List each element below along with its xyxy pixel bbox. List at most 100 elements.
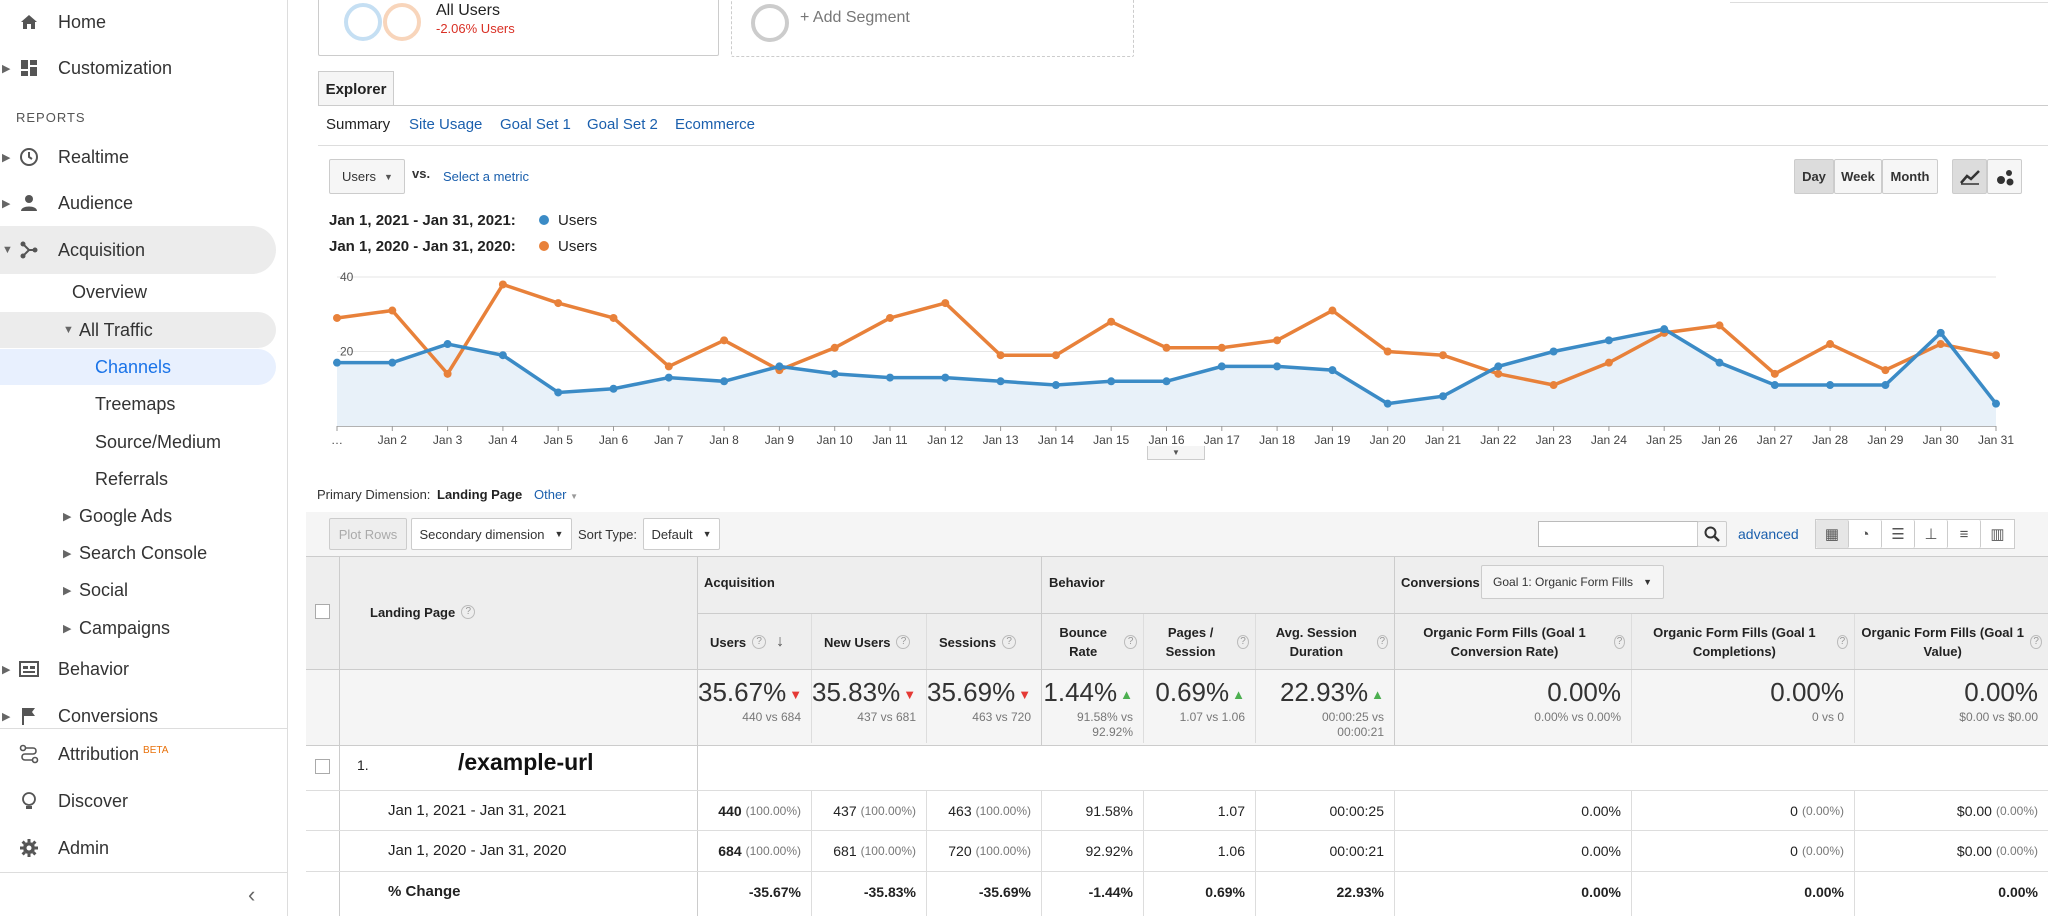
nav-overview[interactable]: Overview [0, 280, 288, 304]
subtab-goal-set-2[interactable]: Goal Set 2 [587, 116, 658, 133]
data-point-2020 [1881, 366, 1890, 375]
collapse-sidebar-icon[interactable]: ‹ [248, 882, 256, 907]
table-search-button[interactable] [1697, 521, 1727, 547]
view-term-cloud-button[interactable]: ≡ [1948, 520, 1981, 548]
plot-rows-button[interactable]: Plot Rows [329, 518, 407, 550]
segment-name: All Users [436, 2, 501, 19]
column-header[interactable]: Organic Form Fills (Goal 1 Value)? [1855, 617, 2048, 667]
cell-value: 684 [718, 842, 742, 859]
cell-percentage: (0.00%) [1995, 843, 2038, 858]
column-header[interactable]: Pages / Session? [1144, 617, 1255, 667]
landing-page-header[interactable]: Landing Page? [370, 602, 476, 622]
chart-resize-handle[interactable]: ▼ [1147, 446, 1205, 460]
segment-all-users[interactable]: All Users -2.06% Users [318, 0, 719, 56]
comparison-icon: ⊥ [1924, 526, 1938, 543]
table-divider [926, 613, 927, 743]
day-button[interactable]: Day [1794, 159, 1834, 194]
column-header[interactable]: Sessions? [927, 617, 1041, 667]
cell-value: 0.00% [1998, 883, 2038, 900]
vs-label: vs. [412, 166, 431, 181]
nav-conversions[interactable]: ▶ Conversions [0, 704, 288, 728]
nav-treemaps[interactable]: Treemaps [0, 392, 288, 416]
data-point-2021 [1383, 399, 1392, 408]
help-icon: ? [1376, 635, 1388, 649]
column-header[interactable]: Organic Form Fills (Goal 1 Conversion Ra… [1395, 617, 1631, 667]
nav-search-console-label: Search Console [79, 542, 208, 563]
nav-social[interactable]: ▶ Social [0, 578, 288, 602]
table-divider [697, 557, 698, 790]
tab-explorer[interactable]: Explorer [318, 71, 394, 106]
column-header[interactable]: New Users? [812, 617, 926, 667]
select-metric-link[interactable]: Select a metric [443, 169, 529, 184]
select-all-checkbox[interactable] [315, 604, 330, 619]
dropdown-arrow-icon: ▼ [702, 529, 712, 539]
arrow-down-icon: ▼ [903, 686, 917, 702]
subtab-ecommerce[interactable]: Ecommerce [675, 116, 756, 133]
subtab-summary[interactable]: Summary [326, 116, 391, 133]
nav-customization[interactable]: ▶ Customization [0, 56, 288, 80]
primary-dimension-value[interactable]: Landing Page [437, 487, 523, 502]
x-tick-label: … [331, 433, 343, 447]
nav-home[interactable]: Home [0, 10, 288, 34]
subtab-goal-set-1[interactable]: Goal Set 1 [500, 116, 571, 133]
nav-referrals[interactable]: Referrals [0, 467, 288, 491]
view-comparison-button[interactable]: ⊥ [1915, 520, 1948, 548]
grid-icon: ▦ [1824, 526, 1840, 543]
secondary-dimension-dropdown[interactable]: Secondary dimension ▼ [411, 518, 572, 550]
advanced-link[interactable]: advanced [1738, 526, 1799, 542]
y-tick-label: 40 [340, 270, 354, 284]
table-cell: -35.67% [698, 871, 801, 912]
nav-discover-label: Discover [58, 790, 129, 811]
column-header[interactable]: Organic Form Fills (Goal 1 Completions)? [1632, 617, 1854, 667]
nav-discover[interactable]: Discover [0, 789, 288, 813]
metric-dropdown[interactable]: Users ▼ [329, 159, 405, 194]
cell-value: 91.58% [1085, 802, 1133, 819]
data-point-2021 [1715, 358, 1724, 367]
nav-source-medium-label: Source/Medium [95, 431, 222, 452]
view-data-button[interactable]: ▦ [1816, 520, 1849, 548]
data-point-2021 [1439, 392, 1447, 401]
caret-right-icon: ▶ [63, 510, 72, 523]
sort-type-dropdown[interactable]: Default ▼ [643, 518, 720, 550]
nav-admin[interactable]: Admin [0, 836, 288, 860]
data-point-2020 [886, 313, 894, 322]
nav-realtime[interactable]: ▶ Realtime [0, 145, 288, 169]
total-comparison: 91.58% vs 92.92% [1076, 710, 1133, 739]
view-pivot-button[interactable]: ▥ [1981, 520, 2014, 548]
table-cell: 463 (100.00%) [927, 790, 1031, 831]
primary-dimension-other[interactable]: Other ▼ [534, 487, 578, 502]
cell-value: 0.00% [1581, 842, 1621, 859]
table-divider [811, 790, 812, 916]
month-button[interactable]: Month [1882, 159, 1938, 194]
nav-google-ads[interactable]: ▶ Google Ads [0, 504, 288, 528]
table-divider [306, 669, 2048, 670]
total-value: 35.67% ▼ [698, 677, 802, 708]
view-percentage-button[interactable]: ◔ [1849, 520, 1882, 548]
table-search-input[interactable] [1538, 521, 1698, 547]
line-chart-button[interactable] [1952, 159, 1987, 194]
sort-type-label: Sort Type: [578, 527, 638, 542]
column-header[interactable]: Avg. Session Duration? [1256, 617, 1394, 667]
view-performance-button[interactable]: ☰ [1882, 520, 1915, 548]
nav-search-console[interactable]: ▶ Search Console [0, 541, 288, 565]
week-button[interactable]: Week [1834, 159, 1882, 194]
add-segment-button[interactable]: + Add Segment [731, 0, 1134, 57]
column-header[interactable]: Users? ↓ [698, 617, 811, 667]
row-landing-page-link[interactable]: /example-url [458, 749, 594, 775]
nav-channels[interactable]: Channels [0, 355, 288, 379]
nav-attribution[interactable]: Attribution BETA [0, 742, 288, 766]
table-view-switcher: ▦ ◔ ☰ ⊥ ≡ ▥ [1815, 519, 2015, 549]
nav-acquisition[interactable]: ▼ Acquisition [0, 238, 288, 262]
nav-campaigns[interactable]: ▶ Campaigns [0, 616, 288, 640]
row-checkbox[interactable] [315, 759, 330, 774]
attribution-text: Attribution [58, 743, 140, 764]
nav-audience[interactable]: ▶ Audience [0, 191, 288, 215]
nav-behavior[interactable]: ▶ Behavior [0, 657, 288, 681]
home-icon [18, 11, 40, 33]
nav-source-medium[interactable]: Source/Medium [0, 430, 288, 454]
column-header[interactable]: Bounce Rate? [1042, 617, 1143, 667]
subtab-site-usage[interactable]: Site Usage [409, 116, 483, 133]
motion-chart-button[interactable] [1987, 159, 2022, 194]
goal-select-dropdown[interactable]: Goal 1: Organic Form Fills ▼ [1481, 565, 1664, 599]
nav-all-traffic[interactable]: ▼ All Traffic [0, 318, 288, 342]
